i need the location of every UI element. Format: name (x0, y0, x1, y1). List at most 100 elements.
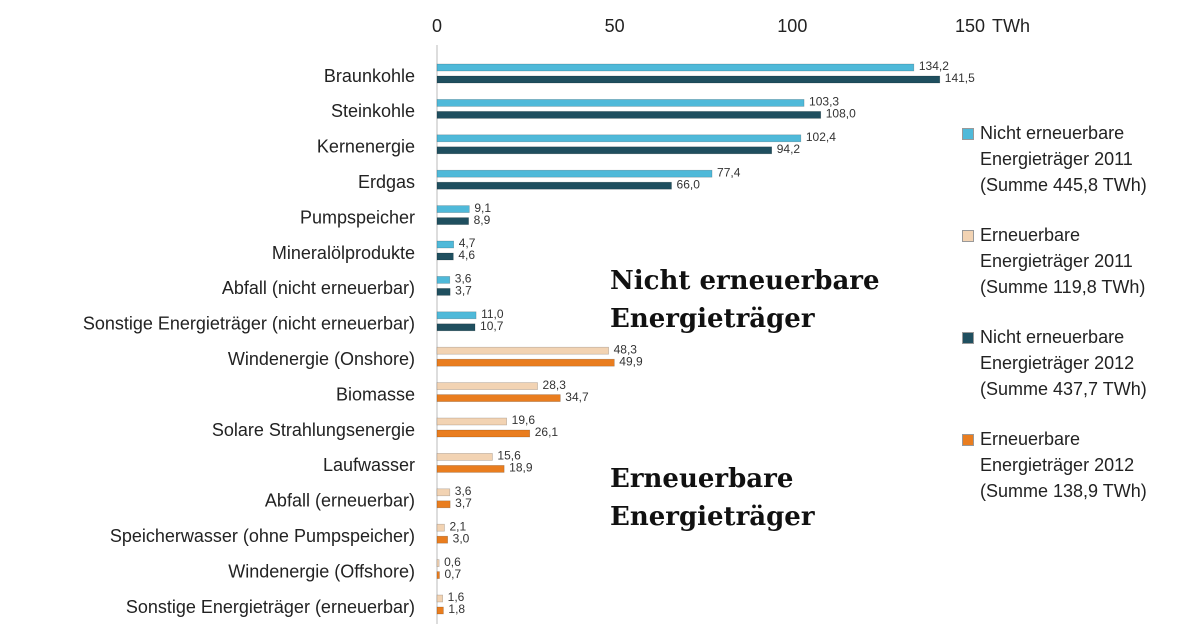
bar (436, 523, 445, 532)
bar (436, 594, 443, 603)
legend-label: Erneuerbare Energieträger 2012 (Summe 13… (980, 429, 1147, 501)
bar (436, 146, 773, 155)
y-tick-label: Pumpspeicher (300, 207, 415, 227)
bar (436, 276, 451, 284)
value-label: 141,5 (945, 71, 975, 85)
value-label: 1,8 (448, 602, 465, 616)
bar (436, 252, 454, 261)
x-tick-label: 100 (777, 16, 807, 36)
bar (436, 99, 805, 107)
value-label: 77,4 (717, 165, 741, 179)
legend-item: Nicht erneuerbare Energieträger 2012 (Su… (962, 324, 1167, 402)
bar (436, 169, 713, 178)
value-label: 3,0 (453, 531, 470, 545)
legend-label: Erneuerbare Energieträger 2011 (Summe 11… (980, 225, 1146, 297)
y-tick-label: Biomasse (336, 384, 415, 404)
x-tick-label: 50 (605, 16, 625, 36)
value-label: 10,7 (480, 319, 504, 333)
bar (436, 394, 561, 402)
bar (436, 488, 451, 497)
legend-swatch (962, 128, 974, 140)
value-label: 49,9 (619, 354, 643, 368)
value-label: 8,9 (474, 213, 491, 227)
value-label: 108,0 (826, 107, 856, 121)
bar (436, 465, 505, 473)
bar (436, 606, 444, 615)
bar (436, 181, 672, 190)
y-tick-label: Kernenergie (317, 137, 415, 157)
legend-swatch (962, 230, 974, 242)
bar (436, 559, 440, 567)
value-label: 2,1 (449, 519, 466, 533)
bar (436, 323, 476, 332)
legend-item: Erneuerbare Energieträger 2011 (Summe 11… (962, 222, 1167, 300)
value-label: 3,7 (455, 496, 472, 510)
x-tick-label: 150 (955, 16, 985, 36)
value-label: 9,1 (474, 201, 491, 215)
bar (436, 288, 451, 296)
annotation: Nicht erneuerbare (610, 266, 880, 296)
legend-swatch (962, 434, 974, 446)
bar (436, 417, 507, 426)
value-label: 4,7 (459, 236, 476, 250)
legend-label: Nicht erneuerbare Energieträger 2012 (Su… (980, 327, 1147, 399)
value-label: 94,2 (777, 142, 801, 156)
bar (436, 75, 941, 84)
value-label: 3,6 (455, 484, 472, 498)
y-tick-label: Mineralölprodukte (272, 243, 415, 263)
bar (436, 358, 615, 367)
bar (436, 535, 448, 544)
y-tick-label: Abfall (erneuerbar) (265, 491, 415, 511)
value-label: 34,7 (565, 390, 589, 404)
y-tick-label: Steinkohle (331, 101, 415, 121)
bar (436, 382, 538, 390)
value-label: 134,2 (919, 59, 949, 73)
bar (436, 453, 493, 461)
bar (436, 500, 451, 509)
legend-item: Erneuerbare Energieträger 2012 (Summe 13… (962, 426, 1167, 504)
annotation: Energieträger (610, 502, 815, 532)
y-tick-label: Windenergie (Onshore) (228, 349, 415, 369)
bar (436, 571, 440, 579)
y-tick-label: Laufwasser (323, 455, 415, 475)
legend-swatch (962, 332, 974, 344)
annotation: Energieträger (610, 304, 815, 334)
value-label: 102,4 (806, 130, 836, 144)
value-label: 15,6 (497, 449, 521, 463)
y-tick-label: Sonstige Energieträger (erneuerbar) (126, 597, 415, 617)
value-label: 0,6 (444, 555, 461, 569)
value-label: 28,3 (543, 378, 567, 392)
bar (436, 205, 470, 213)
legend-label: Nicht erneuerbare Energieträger 2011 (Su… (980, 123, 1147, 195)
y-tick-label: Braunkohle (324, 66, 415, 86)
bar (436, 311, 477, 320)
bar (436, 429, 531, 438)
annotation: Erneuerbare (610, 464, 793, 494)
bar (436, 111, 822, 119)
bar (436, 134, 802, 143)
bar (436, 346, 609, 355)
y-tick-label: Sonstige Energieträger (nicht erneuerbar… (83, 314, 415, 334)
value-label: 48,3 (614, 342, 638, 356)
y-tick-label: Solare Strahlungsenergie (212, 420, 415, 440)
y-tick-label: Erdgas (358, 172, 415, 192)
y-tick-label: Abfall (nicht erneuerbar) (222, 278, 415, 298)
value-label: 0,7 (444, 567, 461, 581)
bar (436, 240, 455, 249)
y-tick-label: Windenergie (Offshore) (228, 561, 415, 581)
legend-item: Nicht erneuerbare Energieträger 2011 (Su… (962, 120, 1167, 198)
value-label: 18,9 (509, 461, 533, 475)
value-label: 3,7 (455, 284, 472, 298)
value-label: 103,3 (809, 95, 839, 109)
value-label: 11,0 (481, 307, 504, 321)
value-label: 1,6 (448, 590, 465, 604)
value-label: 3,6 (455, 272, 472, 286)
value-label: 19,6 (512, 413, 536, 427)
y-tick-label: Speicherwasser (ohne Pumpspeicher) (110, 526, 415, 546)
value-label: 26,1 (535, 425, 559, 439)
value-label: 66,0 (677, 177, 701, 191)
value-label: 4,6 (458, 248, 475, 262)
bar (436, 63, 915, 72)
